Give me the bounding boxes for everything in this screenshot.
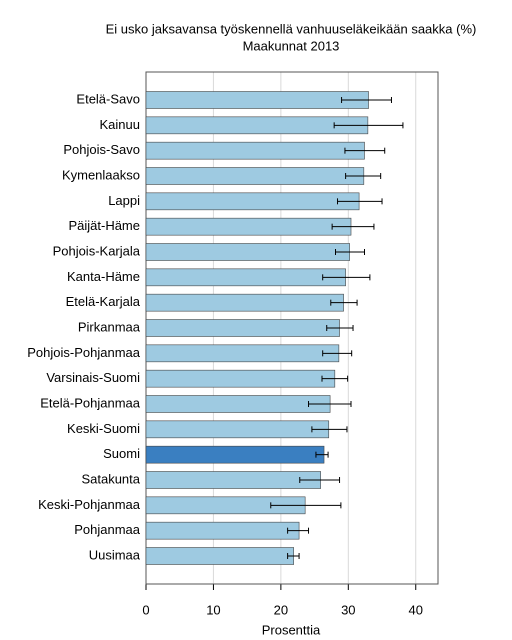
bar (145, 471, 321, 489)
bar (145, 217, 352, 236)
y-tick-label: Varsinais-Suomi (46, 370, 140, 385)
bar (145, 268, 346, 287)
y-tick-label: Päijät-Häme (68, 218, 140, 233)
y-tick-label: Pohjois-Karjala (53, 243, 141, 258)
y-tick-label: Etelä-Karjala (66, 294, 141, 309)
bar (145, 547, 294, 565)
y-tick-label: Keski-Suomi (67, 421, 140, 436)
bar (145, 192, 360, 211)
x-tick-label: 0 (142, 602, 149, 617)
x-axis-label: Prosenttia (262, 622, 321, 637)
y-tick-label: Pohjanmaa (74, 522, 141, 537)
bar (145, 293, 344, 312)
x-tick-label: 10 (206, 602, 220, 617)
bar (145, 420, 330, 439)
bar (145, 369, 336, 388)
bar (145, 319, 340, 337)
x-tick-label: 40 (409, 602, 423, 617)
bar (145, 167, 365, 185)
y-tick-label: Kainuu (100, 117, 140, 132)
bar (145, 521, 300, 540)
chart-title: Ei usko jaksavansa työskennellä vanhuuse… (106, 21, 477, 36)
y-tick-label: Etelä-Pohjanmaa (40, 395, 140, 410)
y-tick-label: Uusimaa (89, 547, 141, 562)
chart-subtitle: Maakunnat 2013 (243, 38, 340, 53)
y-tick-label: Pohjois-Savo (63, 142, 140, 157)
bar (145, 243, 350, 261)
x-tick-label: 30 (341, 602, 355, 617)
y-tick-label: Keski-Pohjanmaa (38, 497, 141, 512)
bar (145, 344, 340, 363)
y-tick-label: Kymenlaakso (62, 167, 140, 182)
y-tick-label: Satakunta (81, 471, 140, 486)
y-tick-label: Lappi (108, 193, 140, 208)
y-tick-label: Kanta-Häme (67, 269, 140, 284)
bar (145, 141, 365, 160)
y-tick-label: Etelä-Savo (76, 91, 140, 106)
bar (145, 445, 325, 464)
y-tick-label: Pirkanmaa (78, 319, 141, 334)
x-tick-label: 20 (274, 602, 288, 617)
bar (145, 91, 369, 109)
bar (145, 395, 331, 413)
y-tick-label: Suomi (103, 446, 140, 461)
y-tick-label: Pohjois-Pohjanmaa (27, 345, 141, 360)
